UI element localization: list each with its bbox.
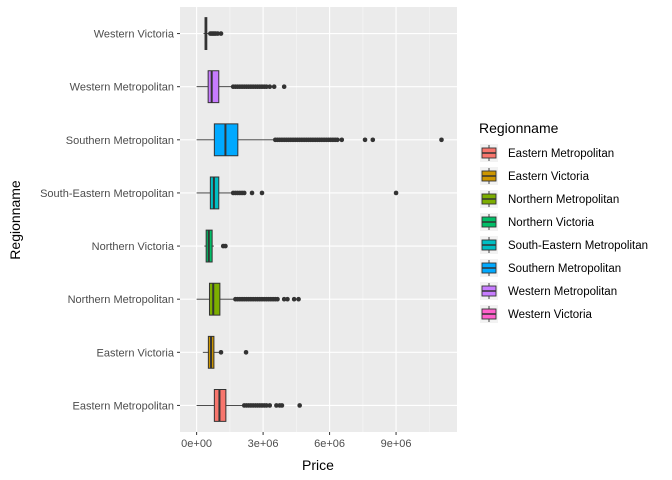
legend-entry: Western Victoria xyxy=(480,305,593,323)
box-iqr xyxy=(207,70,220,104)
outlier-point xyxy=(267,403,273,408)
outlier-point xyxy=(218,31,224,36)
legend-entry: Eastern Victoria xyxy=(480,167,590,185)
legend-label: Southern Metropolitan xyxy=(508,263,621,275)
outlier-point xyxy=(259,190,265,196)
legend-entry: Northern Metropolitan xyxy=(480,190,619,208)
legend-label: Northern Metropolitan xyxy=(508,194,619,206)
outlier-point xyxy=(296,296,301,302)
outlier-point xyxy=(285,296,290,302)
outlier-point xyxy=(267,84,273,89)
x-tick-label: 0e+00 xyxy=(181,438,212,450)
outlier-point xyxy=(218,350,224,355)
legend-entry: South-Eastern Metropolitan xyxy=(480,236,648,254)
x-axis-title: Price xyxy=(302,457,334,473)
y-tick-label: Western Victoria xyxy=(94,29,175,41)
legend-entry: Northern Victoria xyxy=(480,213,595,231)
outlier-point xyxy=(335,137,340,143)
x-tick-label: 6e+06 xyxy=(314,438,345,450)
y-tick-label: Northern Victoria xyxy=(92,241,175,253)
x-tick-label: 9e+06 xyxy=(381,438,412,450)
box-iqr xyxy=(208,282,221,316)
x-tick-label: 3e+06 xyxy=(248,438,279,450)
box-southern-metropolitan xyxy=(196,123,444,157)
outlier-point xyxy=(291,296,297,302)
outlier-point xyxy=(264,84,269,89)
outlier-point xyxy=(249,190,255,196)
outlier-point xyxy=(215,31,220,36)
y-tick-label: Southern Metropolitan xyxy=(66,135,174,147)
outlier-point xyxy=(339,137,345,143)
legend-title: Regionname xyxy=(479,120,559,136)
y-axis: Eastern Metropolitan Eastern Victoria Nort… xyxy=(40,29,180,412)
box-eastern-victoria xyxy=(202,335,249,369)
outlier-point xyxy=(274,403,279,408)
boxes-layer xyxy=(196,17,444,422)
y-tick-label: Eastern Victoria xyxy=(97,347,175,359)
y-tick-label: Northern Metropolitan xyxy=(68,294,174,306)
outlier-point xyxy=(275,296,280,302)
outlier-point xyxy=(370,137,376,143)
outlier-point xyxy=(243,350,249,355)
legend-label: Western Metropolitan xyxy=(508,286,617,298)
legend: Regionname Eastern Metropolitan Eastern V… xyxy=(479,120,648,323)
outlier-point xyxy=(264,403,269,408)
y-axis-title: Regionname xyxy=(7,180,23,260)
outlier-point xyxy=(281,84,287,89)
plot-panel xyxy=(180,7,457,432)
outlier-point xyxy=(439,137,444,143)
legend-entry: Western Metropolitan xyxy=(480,282,617,300)
y-tick-label: Western Metropolitan xyxy=(70,82,174,94)
outlier-point xyxy=(297,403,302,408)
box-western-metropolitan xyxy=(196,70,287,104)
box-northern-metropolitan xyxy=(196,282,301,316)
legend-entry: Southern Metropolitan xyxy=(480,259,621,277)
y-tick-label: South-Eastern Metropolitan xyxy=(40,188,174,200)
outlier-point xyxy=(393,190,399,196)
box-south-eastern-metropolitan xyxy=(196,176,399,210)
legend-label: Eastern Metropolitan xyxy=(508,148,614,160)
outlier-point xyxy=(281,296,287,302)
box-eastern-metropolitan xyxy=(196,389,302,422)
box-northern-victoria xyxy=(204,229,228,263)
legend-label: Western Victoria xyxy=(508,309,593,321)
outlier-point xyxy=(271,84,277,89)
legend-label: South-Eastern Metropolitan xyxy=(508,240,648,252)
legend-label: Eastern Victoria xyxy=(508,171,590,183)
outlier-point xyxy=(362,137,368,143)
x-axis: 0e+00 3e+06 6e+06 9e+06 xyxy=(181,432,412,450)
y-tick-label: Eastern Metropolitan xyxy=(73,400,175,412)
box-western-victoria xyxy=(203,17,224,50)
outlier-point xyxy=(223,243,228,249)
legend-label: Northern Victoria xyxy=(508,217,595,229)
outlier-point xyxy=(279,403,285,408)
outlier-point xyxy=(241,190,247,196)
legend-entry: Eastern Metropolitan xyxy=(480,144,614,162)
